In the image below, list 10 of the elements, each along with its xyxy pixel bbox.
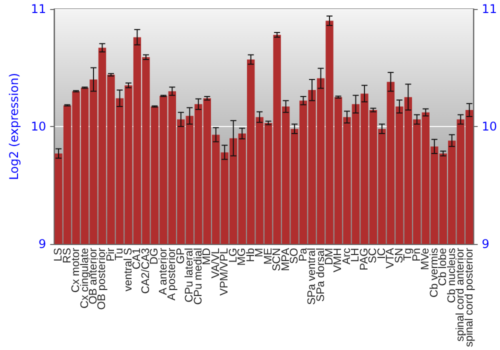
y2-tick-label: 9 bbox=[482, 236, 490, 251]
y2-tick-label: 10 bbox=[482, 119, 498, 134]
y-tick-label: 9 bbox=[38, 236, 46, 251]
y-axis-title: Log2 (expression) bbox=[7, 72, 21, 180]
y-tick-label: 11 bbox=[30, 2, 46, 16]
y-tick-label: 10 bbox=[30, 119, 46, 134]
y2-tick-label: 11 bbox=[482, 2, 498, 16]
x-tick-label: spinal cord posterior bbox=[463, 248, 476, 348]
x-tick-label: A posterior bbox=[166, 248, 178, 301]
x-tick-label: Tg bbox=[402, 248, 414, 261]
